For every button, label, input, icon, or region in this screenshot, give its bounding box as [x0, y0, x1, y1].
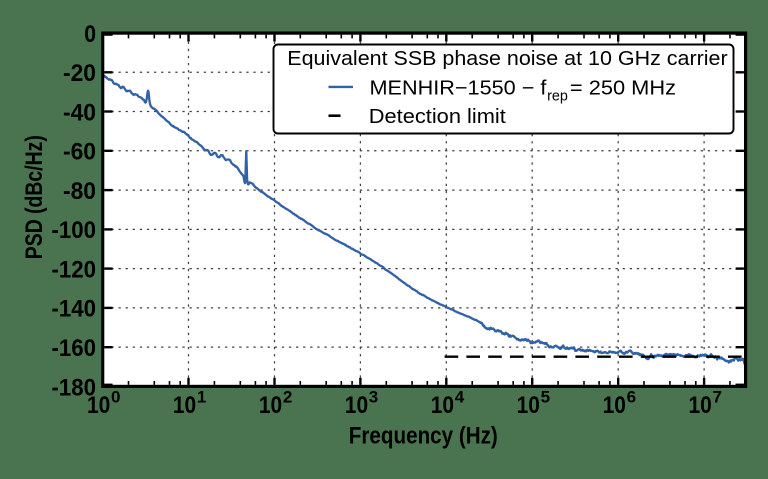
svg-text:rep: rep — [547, 89, 568, 105]
svg-text:10: 10 — [603, 392, 626, 419]
svg-text:10: 10 — [431, 392, 454, 419]
svg-text:1: 1 — [197, 387, 206, 406]
svg-text:MENHIR−1550 − f: MENHIR−1550 − f — [370, 77, 547, 99]
svg-text:0: 0 — [111, 387, 120, 406]
svg-text:3: 3 — [369, 387, 378, 406]
svg-text:4: 4 — [455, 387, 465, 406]
svg-text:-40: -40 — [63, 99, 96, 126]
svg-text:2: 2 — [283, 387, 292, 406]
svg-text:10: 10 — [259, 392, 282, 419]
svg-text:-140: -140 — [52, 296, 97, 323]
svg-text:10: 10 — [87, 392, 110, 419]
svg-text:-60: -60 — [63, 139, 96, 166]
svg-text:10: 10 — [345, 392, 368, 419]
svg-text:-20: -20 — [63, 60, 96, 87]
svg-text:-120: -120 — [52, 257, 97, 284]
svg-text:= 250 MHz: = 250 MHz — [570, 77, 676, 99]
svg-text:-100: -100 — [52, 217, 97, 244]
svg-text:-160: -160 — [52, 335, 97, 362]
svg-text:6: 6 — [627, 387, 636, 406]
svg-text:0: 0 — [84, 21, 96, 48]
svg-text:10: 10 — [173, 392, 196, 419]
svg-text:-80: -80 — [63, 178, 96, 205]
svg-text:PSD (dBc/Hz): PSD (dBc/Hz) — [21, 135, 48, 259]
svg-text:5: 5 — [541, 387, 550, 406]
svg-text:Frequency (Hz): Frequency (Hz) — [349, 423, 498, 450]
svg-text:-180: -180 — [52, 374, 97, 401]
svg-text:7: 7 — [713, 387, 722, 406]
svg-text:10: 10 — [689, 392, 712, 419]
svg-text:Detection limit: Detection limit — [369, 106, 506, 128]
svg-text:Equivalent SSB phase noise at: Equivalent SSB phase noise at 10 GHz car… — [287, 48, 728, 70]
svg-text:10: 10 — [517, 392, 540, 419]
